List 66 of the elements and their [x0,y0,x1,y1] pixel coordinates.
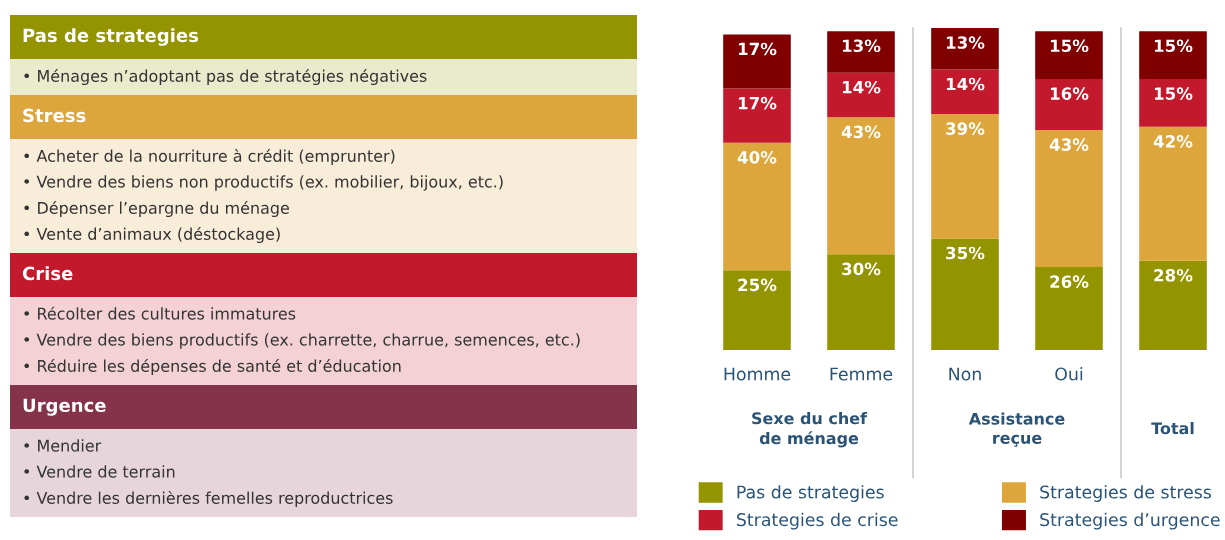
text: • Vendre des biens productifs (ex. charrette, charrue, semences, etc.) [24,333,580,349]
bar [1139,79,1207,127]
bar [723,88,791,143]
bar [1139,126,1207,261]
data-label: 15% [1154,39,1193,53]
bar [1035,79,1103,131]
bar [1035,31,1103,80]
text: Assistance reçue [968,412,1065,447]
text: • Dépenser l’epargne du ménage [24,200,289,218]
data-label: 28% [1154,269,1193,282]
text: • Vendre les dernières femelles reproductrices [24,490,393,508]
data-label: 15% [1154,87,1193,100]
bar [1139,260,1207,350]
x-tick-label: Homme [724,367,791,381]
bar [723,270,791,350]
data-label: 42% [1153,135,1193,148]
x-tick-label: Non [949,367,981,381]
bar [931,69,999,115]
bar [931,114,999,239]
legend-label: Strategies de stress [1040,485,1212,502]
text: • Vente d’animaux (déstockage) [24,226,280,244]
data-label: 43% [841,125,881,139]
text: Stress [23,108,86,123]
x-tick-label: Oui [1055,367,1083,381]
bar [827,72,895,118]
text: • Ménages n’adoptant pas de stratégies négatives [24,68,427,86]
data-label: 13% [946,36,985,49]
bar [723,142,791,271]
data-label: 14% [946,77,985,91]
text: • Vendre des biens non productifs (ex. mobilier, bijoux, etc.) [24,175,503,191]
data-label: 35% [946,246,985,260]
bar [827,254,895,350]
bar [1035,267,1103,350]
data-label: 40% [737,151,777,164]
bar [931,28,999,70]
text: Urgence [23,398,106,416]
legend-label: Strategies d’urgence [1040,512,1220,530]
text: • Récolter des cultures immatures [24,306,296,320]
data-label: 39% [946,122,985,135]
bar [1139,31,1207,80]
bar [931,238,999,350]
bar [827,117,895,255]
text: Sexe du chef de ménage [752,411,868,448]
data-label: 26% [1050,275,1089,288]
data-label: 17% [738,96,777,110]
data-label: 43% [1049,138,1089,151]
bar [723,34,791,89]
text: • Mendier [24,439,102,452]
text: Pas de strategies [23,28,199,46]
data-label: 15% [1050,39,1089,53]
legend-label: Strategies de crise [737,512,898,530]
legend-label: Pas de strategies [737,485,884,502]
bar [827,31,895,73]
text: Total [1151,421,1194,435]
x-tick-label: Femme [830,367,893,381]
bar [1035,130,1103,268]
data-label: 25% [738,278,777,292]
data-label: 14% [842,80,881,94]
text: • Acheter de la nourriture à crédit (emprunter) [24,148,395,166]
data-label: 16% [1050,87,1089,100]
data-label: 17% [738,42,777,56]
data-label: 13% [842,39,881,53]
text: • Vendre de terrain [24,465,175,478]
data-label: 30% [842,262,881,276]
text: Crise [22,266,73,281]
text: • Réduire les dépenses de santé et d’éducation [24,358,401,376]
